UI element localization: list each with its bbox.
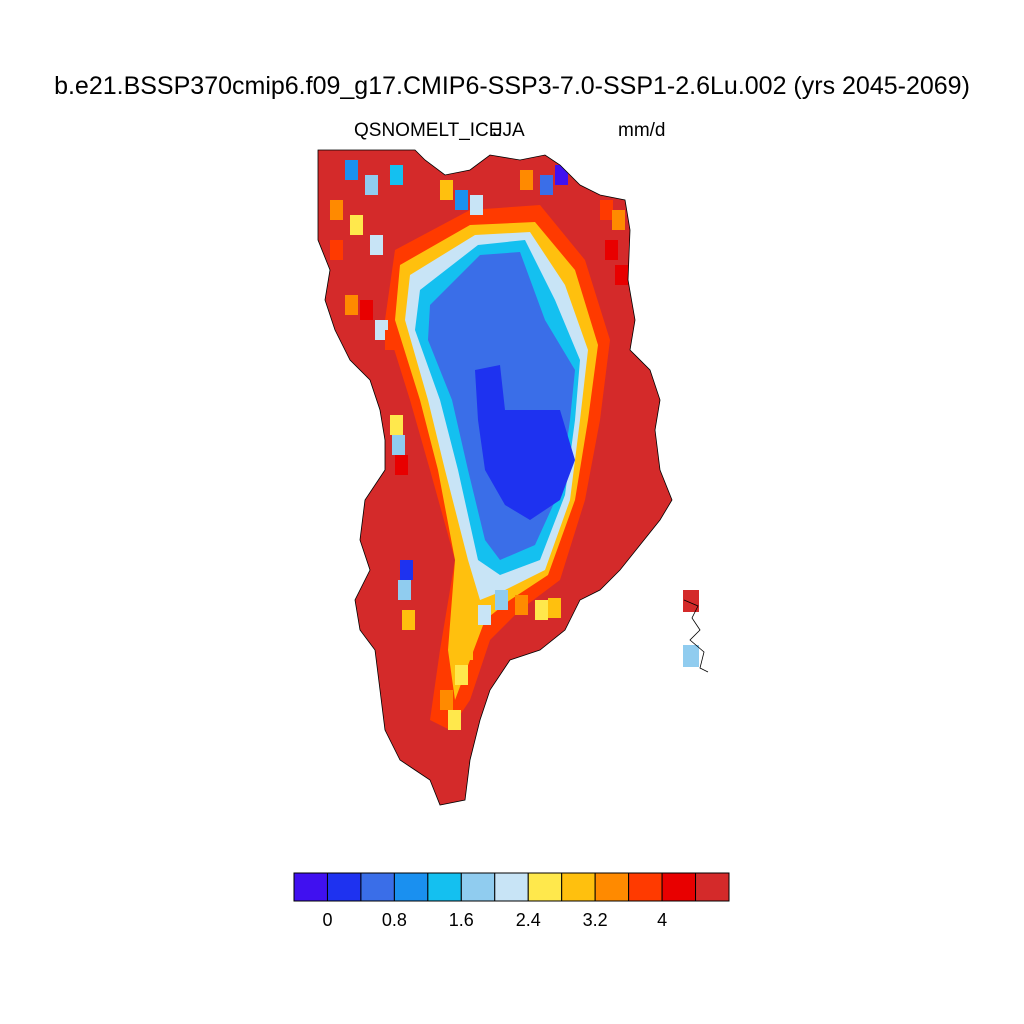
grid-cell: [548, 598, 561, 618]
colorbar-swatch: [695, 872, 730, 902]
grid-cell: [375, 320, 388, 340]
grid-cell: [440, 690, 453, 710]
units-label: mm/d: [618, 120, 666, 141]
grid-cell: [395, 455, 408, 475]
grid-cell: [385, 330, 398, 350]
grid-cell: [440, 180, 453, 200]
island-cell: [683, 590, 699, 612]
grid-cell: [345, 160, 358, 180]
grid-cell: [540, 175, 553, 195]
grid-cell: [600, 200, 613, 220]
grid-cell: [462, 595, 475, 615]
colorbar-swatch: [661, 872, 697, 902]
island-cell: [683, 645, 699, 667]
colorbar-swatch: [561, 872, 596, 902]
colorbar-swatch: [628, 872, 663, 902]
season-label: JJA: [493, 120, 525, 141]
colorbar-swatch: [527, 872, 563, 902]
colorbar-tick-label: 0.8: [382, 910, 407, 930]
grid-cell: [370, 235, 383, 255]
grid-cell: [448, 710, 461, 730]
plot-title: b.e21.BSSP370cmip6.f09_g17.CMIP6-SSP3-7.…: [54, 72, 970, 100]
grid-cell: [390, 165, 403, 185]
grid-cell: [460, 640, 473, 660]
colorbar-swatch: [427, 872, 462, 902]
grid-cell: [330, 240, 343, 260]
grid-cell: [455, 665, 468, 685]
colorbar-swatch: [393, 872, 429, 902]
grid-cell: [520, 170, 533, 190]
coastline: [317, 149, 673, 806]
colorbar-tick-label: 4: [657, 910, 667, 930]
colorbar-swatch: [460, 872, 496, 902]
colorbar-swatch: [494, 872, 529, 902]
grid-cell: [390, 415, 403, 435]
grid-cell: [360, 300, 373, 320]
colorbar-swatch: [360, 872, 395, 902]
grid-cell: [400, 560, 413, 580]
grid-cell: [402, 610, 415, 630]
grid-cell: [478, 605, 491, 625]
colorbar-swatch: [293, 872, 328, 902]
grid-cell: [350, 215, 363, 235]
grid-cell: [495, 590, 508, 610]
island-coastline: [683, 599, 709, 673]
grid-cell: [515, 595, 528, 615]
colorbar-tick-label: 2.4: [516, 910, 541, 930]
grid-cell: [392, 435, 405, 455]
grid-cell: [470, 195, 483, 215]
grid-cell: [455, 190, 468, 210]
grid-cell: [398, 580, 411, 600]
colorbar-swatch: [326, 872, 362, 902]
grid-cell: [345, 295, 358, 315]
grid-cell: [612, 210, 625, 230]
grid-cell: [615, 265, 628, 285]
grid-cell: [365, 175, 378, 195]
colorbar-swatch: [594, 872, 630, 902]
colorbar-tick-label: 1.6: [449, 910, 474, 930]
colorbar-tick-label: 0: [322, 910, 332, 930]
melt-band: [475, 365, 575, 520]
grid-cell: [330, 200, 343, 220]
grid-cell: [535, 600, 548, 620]
variable-label: QSNOMELT_ICE: [354, 120, 502, 141]
grid-cell: [605, 240, 618, 260]
colorbar-tick-label: 3.2: [583, 910, 608, 930]
